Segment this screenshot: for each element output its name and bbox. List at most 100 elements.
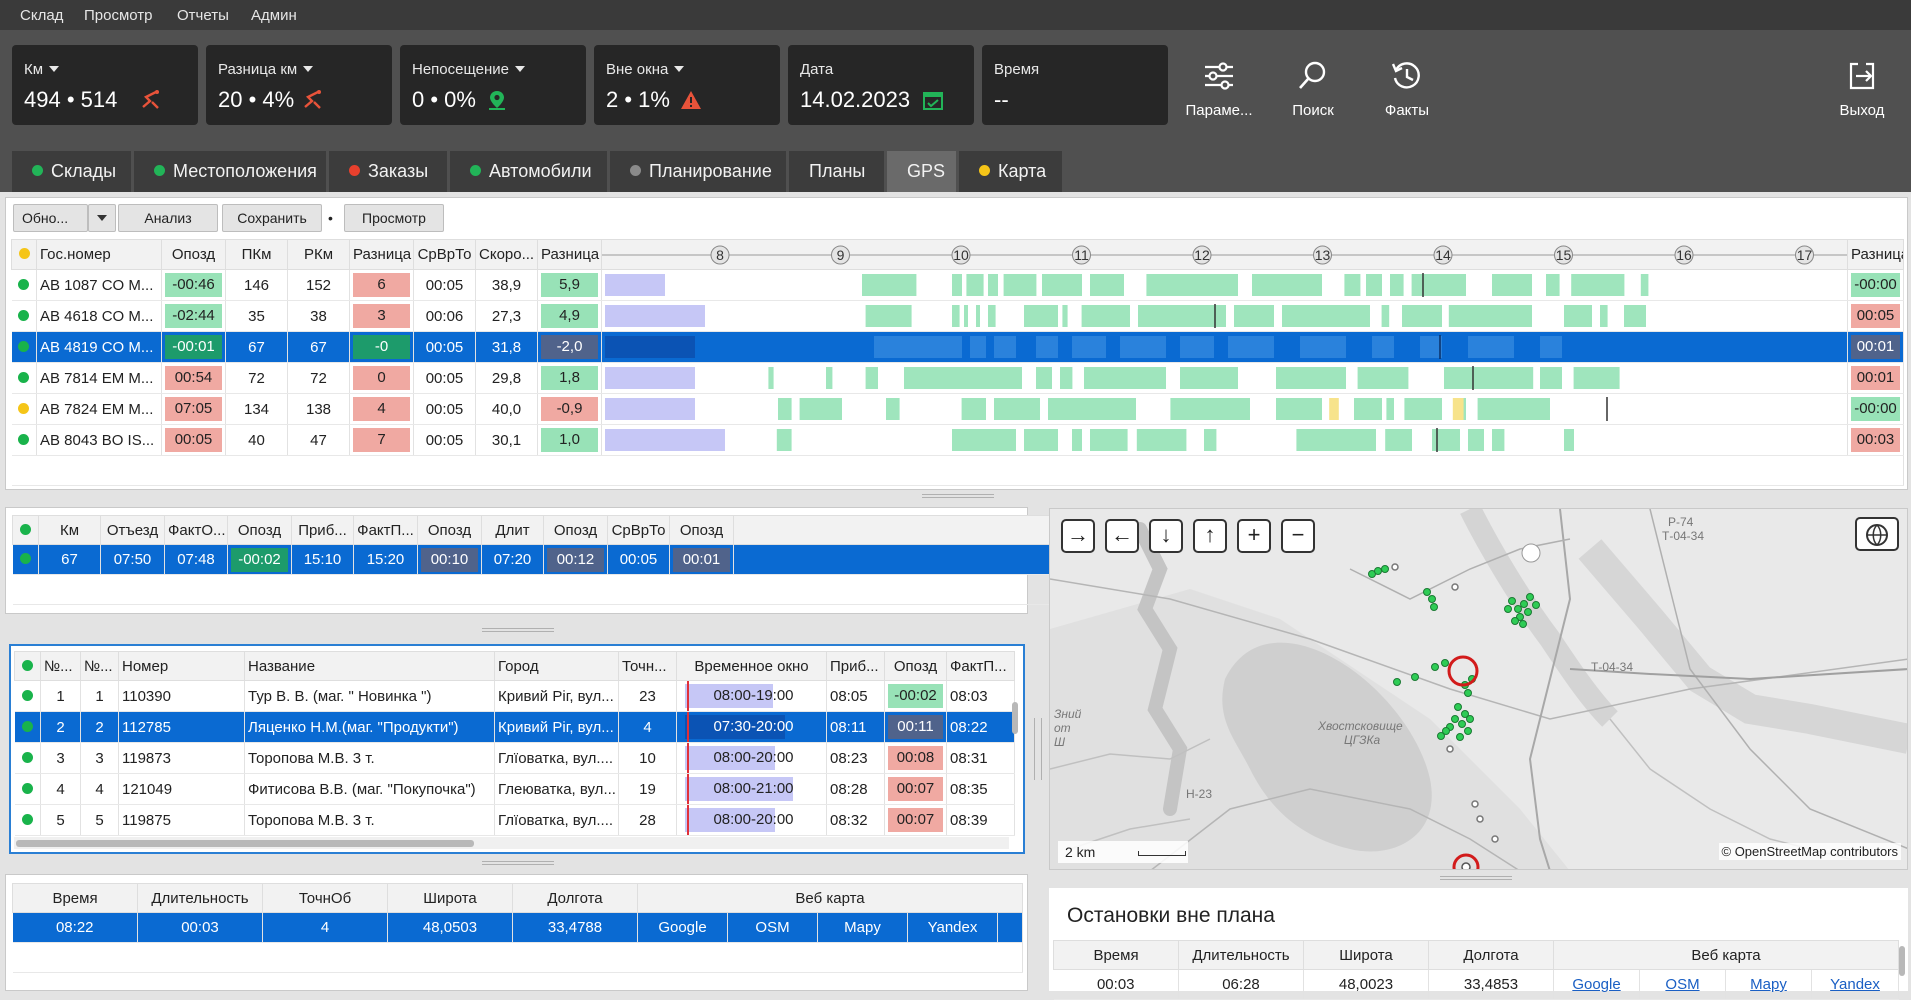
- column-header[interactable]: Веб карта: [636, 883, 1024, 913]
- splitter-handle[interactable]: [922, 494, 994, 498]
- column-header[interactable]: Номер: [118, 651, 245, 681]
- timeline-cell[interactable]: [601, 331, 1848, 363]
- tab-gps[interactable]: GPS: [887, 151, 956, 192]
- splitter-handle[interactable]: [482, 861, 554, 865]
- column-header[interactable]: Длительность: [137, 883, 263, 913]
- vertical-splitter-handle[interactable]: [1034, 718, 1042, 780]
- kpi-km-diff[interactable]: Разница км 20 • 4%: [206, 45, 392, 125]
- table-row[interactable]: AB 4819 CO M... -00:01 67 67 -0 00:05 31,8 -2,0…: [11, 331, 1904, 363]
- table-row[interactable]: AB 1087 CO M... -00:46 146 152 6 00:05 38,9 5,9…: [11, 269, 1904, 301]
- table-row[interactable]: AB 7824 EM M... 07:05 134 138 4 00:05 40,0 -0,9…: [11, 393, 1904, 425]
- column-header[interactable]: Временное окно: [676, 651, 827, 681]
- table-row[interactable]: AB 8043 BO IS... 00:05 40 47 7 00:05 30,1 1,0 00…: [11, 424, 1904, 456]
- mapy-link[interactable]: Mapy: [1750, 976, 1787, 993]
- column-header[interactable]: Долгота: [1428, 940, 1554, 970]
- yandex-link[interactable]: Yandex: [927, 919, 978, 936]
- column-header[interactable]: ФактП...: [353, 515, 418, 545]
- refresh-button[interactable]: Обно...: [13, 204, 88, 232]
- column-header[interactable]: Длительность: [1178, 940, 1304, 970]
- params-button[interactable]: Параме...: [1179, 50, 1259, 128]
- tab-planning[interactable]: Планирование: [610, 151, 786, 192]
- menu-item-reports[interactable]: Отчеты: [177, 7, 229, 24]
- table-row[interactable]: 67 07:50 07:48 -00:02 15:10 15:20 00:10 …: [12, 544, 1064, 575]
- column-header[interactable]: Км: [38, 515, 101, 545]
- view-button[interactable]: Просмотр: [344, 204, 444, 232]
- table-row[interactable]: AB 7814 EM M... 00:54 72 72 0 00:05 29,8 1,8 00:…: [11, 362, 1904, 394]
- column-header[interactable]: Опозд: [669, 515, 734, 545]
- menu-item-sklad[interactable]: Склад: [20, 7, 64, 24]
- column-header[interactable]: ПКм: [225, 239, 288, 270]
- facts-button[interactable]: Факты: [1367, 50, 1447, 128]
- table-row[interactable]: 1 1 110390 Тур В. В. (маг. " Новинка ") Крив…: [14, 680, 1015, 712]
- menu-item-admin[interactable]: Админ: [251, 7, 297, 24]
- menu-item-view[interactable]: Просмотр: [84, 7, 153, 24]
- table-row[interactable]: 08:22 00:03 4 48,0503 33,4788 Google OSM…: [12, 912, 1024, 943]
- analysis-button[interactable]: Анализ: [118, 204, 218, 232]
- osm-link[interactable]: OSM: [755, 919, 790, 936]
- column-header[interactable]: Время: [1053, 940, 1179, 970]
- column-header[interactable]: Гос.номер: [36, 239, 162, 270]
- column-header[interactable]: Название: [244, 651, 495, 681]
- scrollbar-thumb[interactable]: [16, 840, 474, 847]
- tab-sklady[interactable]: Склады: [12, 151, 131, 192]
- column-header[interactable]: ФактП...: [946, 651, 1015, 681]
- column-header[interactable]: РКм: [287, 239, 350, 270]
- column-header[interactable]: Разница: [537, 239, 602, 270]
- column-header[interactable]: Широта: [1303, 940, 1429, 970]
- mapy-link[interactable]: Mapy: [844, 919, 881, 936]
- column-header[interactable]: Долгота: [512, 883, 638, 913]
- column-header[interactable]: ФактО...: [164, 515, 228, 545]
- status-header[interactable]: [11, 239, 37, 270]
- column-header[interactable]: Время: [12, 883, 138, 913]
- table-row[interactable]: 00:03 06:28 48,0023 33,4853 Google OSM M…: [1053, 969, 1900, 1000]
- column-header[interactable]: Веб карта: [1552, 940, 1900, 970]
- kpi-km[interactable]: Км 494 • 514: [12, 45, 198, 125]
- timeline-cell[interactable]: [601, 269, 1848, 301]
- google-link[interactable]: Google: [658, 919, 707, 936]
- column-header[interactable]: Широта: [387, 883, 513, 913]
- column-header[interactable]: Разница: [1847, 239, 1904, 270]
- pan-right-button[interactable]: →: [1061, 519, 1095, 553]
- splitter-handle[interactable]: [1440, 876, 1512, 880]
- column-header[interactable]: Приб...: [291, 515, 354, 545]
- map-canvas[interactable]: [1050, 509, 1908, 870]
- zoom-in-button[interactable]: +: [1237, 519, 1271, 553]
- tab-plans[interactable]: Планы: [789, 151, 884, 192]
- column-header[interactable]: Опозд: [227, 515, 292, 545]
- timeline-cell[interactable]: [601, 300, 1848, 332]
- zoom-out-button[interactable]: −: [1281, 519, 1315, 553]
- table-row[interactable]: 4 4 121049 Фитисова В.В. (маг. "Покупочка")…: [14, 773, 1015, 805]
- tab-map[interactable]: Карта: [959, 151, 1062, 192]
- map-panel[interactable]: Р-74 Т-04-34 Т-04-34 Н-23 Хвостсковище Ц…: [1049, 508, 1908, 870]
- pan-up-button[interactable]: ↑: [1193, 519, 1227, 553]
- column-header[interactable]: Точн...: [618, 651, 677, 681]
- tab-vehicles[interactable]: Автомобили: [450, 151, 607, 192]
- column-header[interactable]: Опозд: [417, 515, 482, 545]
- refresh-dropdown[interactable]: [88, 204, 116, 232]
- save-button[interactable]: Сохранить: [222, 204, 322, 232]
- table-row[interactable]: 5 5 119875 Торопова М.В. 3 т. Глїоватка, вул…: [14, 804, 1015, 836]
- column-header[interactable]: №...: [40, 651, 81, 681]
- column-header[interactable]: СрВрТо: [413, 239, 476, 270]
- tab-locations[interactable]: Местоположения: [134, 151, 326, 192]
- column-header[interactable]: №...: [80, 651, 119, 681]
- column-header[interactable]: Приб...: [826, 651, 885, 681]
- column-header[interactable]: Длит: [481, 515, 544, 545]
- map-layers-button[interactable]: [1855, 517, 1899, 551]
- table-row[interactable]: 3 3 119873 Торопова М.В. 3 т. Глїоватка, вул…: [14, 742, 1015, 774]
- column-header[interactable]: Город: [494, 651, 619, 681]
- vertical-scrollbar[interactable]: [1011, 682, 1020, 832]
- table-row[interactable]: 2 2 112785 Ляценко Н.М.(маг. "Продукти") Кри…: [14, 711, 1015, 743]
- column-header[interactable]: Опозд: [161, 239, 226, 270]
- pan-down-button[interactable]: ↓: [1149, 519, 1183, 553]
- column-header[interactable]: СрВрТо: [607, 515, 670, 545]
- vertical-scrollbar[interactable]: [1898, 940, 1906, 980]
- column-header[interactable]: Опозд: [543, 515, 608, 545]
- scrollbar-thumb[interactable]: [1012, 702, 1018, 734]
- kpi-unvisited[interactable]: Непосещение 0 • 0%: [400, 45, 586, 125]
- kpi-out-of-window[interactable]: Вне окна 2 • 1%: [594, 45, 780, 125]
- timeline-cell[interactable]: [601, 393, 1848, 425]
- pan-left-button[interactable]: ←: [1105, 519, 1139, 553]
- timeline-cell[interactable]: [601, 362, 1848, 394]
- search-button[interactable]: Поиск: [1273, 50, 1353, 128]
